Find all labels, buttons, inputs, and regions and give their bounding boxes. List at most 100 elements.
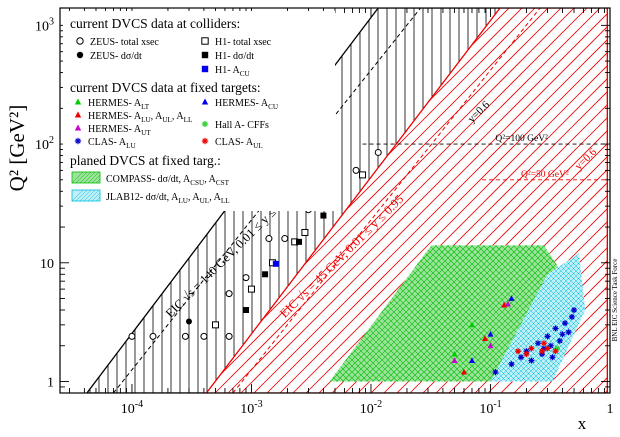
compass-hatch: [375, 245, 579, 382]
legend-planned-title: planed DVCS at fixed targ.:: [70, 153, 221, 168]
jlab-hatch: [0, 0, 2, 432]
star-stroke: [552, 348, 559, 354]
data-point: [508, 295, 515, 301]
legend-item-label: HERMES- ALU​, AUL​, ALL​: [88, 111, 192, 124]
compass-hatch: [0, 0, 10, 432]
legend-swatch-hatch: [87, 171, 100, 184]
jlab-hatch: [490, 253, 586, 382]
legend-marker: [76, 51, 84, 59]
star-stroke: [541, 340, 547, 346]
legend-swatch-hatch: [91, 174, 101, 184]
star-stroke: [559, 331, 565, 337]
data-point: [565, 329, 572, 336]
data-point: [528, 357, 535, 364]
compass-hatch: [0, 0, 22, 432]
data-point: [296, 238, 303, 245]
legend-marker: [201, 98, 209, 105]
data-point: [559, 331, 566, 338]
data-point: [272, 260, 279, 267]
data-point: [451, 357, 458, 363]
x-tick-label: 10-3: [240, 399, 262, 417]
legend-swatch-hatch: [95, 178, 101, 184]
jlab-hatch: [615, 0, 620, 432]
compass-hatch: [339, 245, 579, 382]
star-stroke: [544, 333, 551, 339]
star-stroke: [202, 121, 208, 127]
legend-marker: [76, 37, 84, 45]
compass-hatch: [0, 0, 16, 432]
x-tick-label: 10-2: [360, 399, 382, 417]
jlab-hatch: [490, 253, 586, 382]
jlab-hatch: [490, 253, 586, 382]
compass-hatch: [0, 0, 58, 432]
compass-hatch: [329, 245, 579, 382]
jlab-hatch: [0, 0, 37, 432]
jlab-hatch: [490, 253, 586, 382]
compass-hatch: [405, 245, 579, 382]
compass-hatch: [329, 245, 579, 382]
star-stroke: [528, 345, 534, 351]
legend-item-label: HERMES- ACU​: [215, 98, 279, 111]
jlab-hatch: [0, 0, 7, 432]
star-stroke: [557, 338, 563, 344]
jlab-hatch: [0, 0, 67, 432]
jlab-hatch: [0, 0, 42, 432]
jlab-hatch: [0, 0, 12, 432]
legend-swatch-hatch: [79, 171, 92, 184]
data-point: [200, 332, 208, 340]
legend-marker: [201, 137, 209, 145]
jlab-hatch: [0, 0, 62, 432]
data-point: [359, 171, 367, 179]
data-point: [544, 345, 551, 352]
star-stroke: [75, 138, 81, 144]
eic-45-hatch: [0, 0, 62, 432]
legend-marker: [74, 111, 82, 118]
legend-swatch-hatch: [79, 189, 92, 202]
data-point: [185, 318, 192, 325]
legend-marker: [74, 137, 82, 145]
legend-item-label: CLAS- AUL​: [215, 137, 263, 150]
data-point: [247, 285, 255, 293]
legend-swatch-hatch: [95, 196, 101, 202]
jlab-hatch: [490, 253, 586, 382]
compass-hatch: [0, 0, 40, 432]
eic-45-hatch: [227, 8, 608, 393]
jlab-hatch: [0, 0, 47, 432]
jlab-hatch: [0, 0, 7, 432]
data-point: [451, 350, 458, 357]
compass-hatch: [0, 0, 34, 432]
jlab-hatch: [0, 0, 42, 432]
jlab-hatch: [490, 253, 586, 382]
jlab-hatch: [490, 253, 586, 382]
legend-item-label: HERMES- ALT​: [88, 98, 150, 111]
eic-45-hatch: [240, 8, 608, 393]
data-point: [352, 166, 360, 174]
data-points: [128, 148, 578, 376]
data-point: [528, 345, 535, 352]
compass-hatch: [329, 245, 579, 382]
jlab-hatch: [490, 253, 586, 382]
legend-item-label: ZEUS- dσ/dt: [90, 51, 142, 62]
jlab-hatch: [0, 0, 62, 432]
x-axis-title: x: [578, 414, 587, 432]
data-point: [211, 321, 219, 329]
compass-hatch: [0, 0, 22, 432]
star-stroke: [549, 354, 556, 360]
jlab-hatch: [0, 0, 22, 432]
compass-hatch: [0, 0, 4, 432]
data-point: [468, 321, 475, 328]
star-stroke: [544, 345, 551, 351]
data-point: [460, 368, 467, 375]
compass-hatch: [329, 245, 579, 382]
eic-45-hatch: [0, 0, 23, 432]
compass-hatch: [369, 245, 579, 382]
star-stroke: [571, 307, 577, 313]
compass-hatch: [345, 245, 579, 382]
compass-hatch: [0, 0, 34, 432]
star-stroke: [518, 354, 524, 360]
jlab-hatch: [490, 253, 586, 382]
jlab-hatch: [490, 253, 578, 382]
jlab-hatch: [0, 0, 47, 432]
jlab-hatch: [0, 0, 67, 432]
